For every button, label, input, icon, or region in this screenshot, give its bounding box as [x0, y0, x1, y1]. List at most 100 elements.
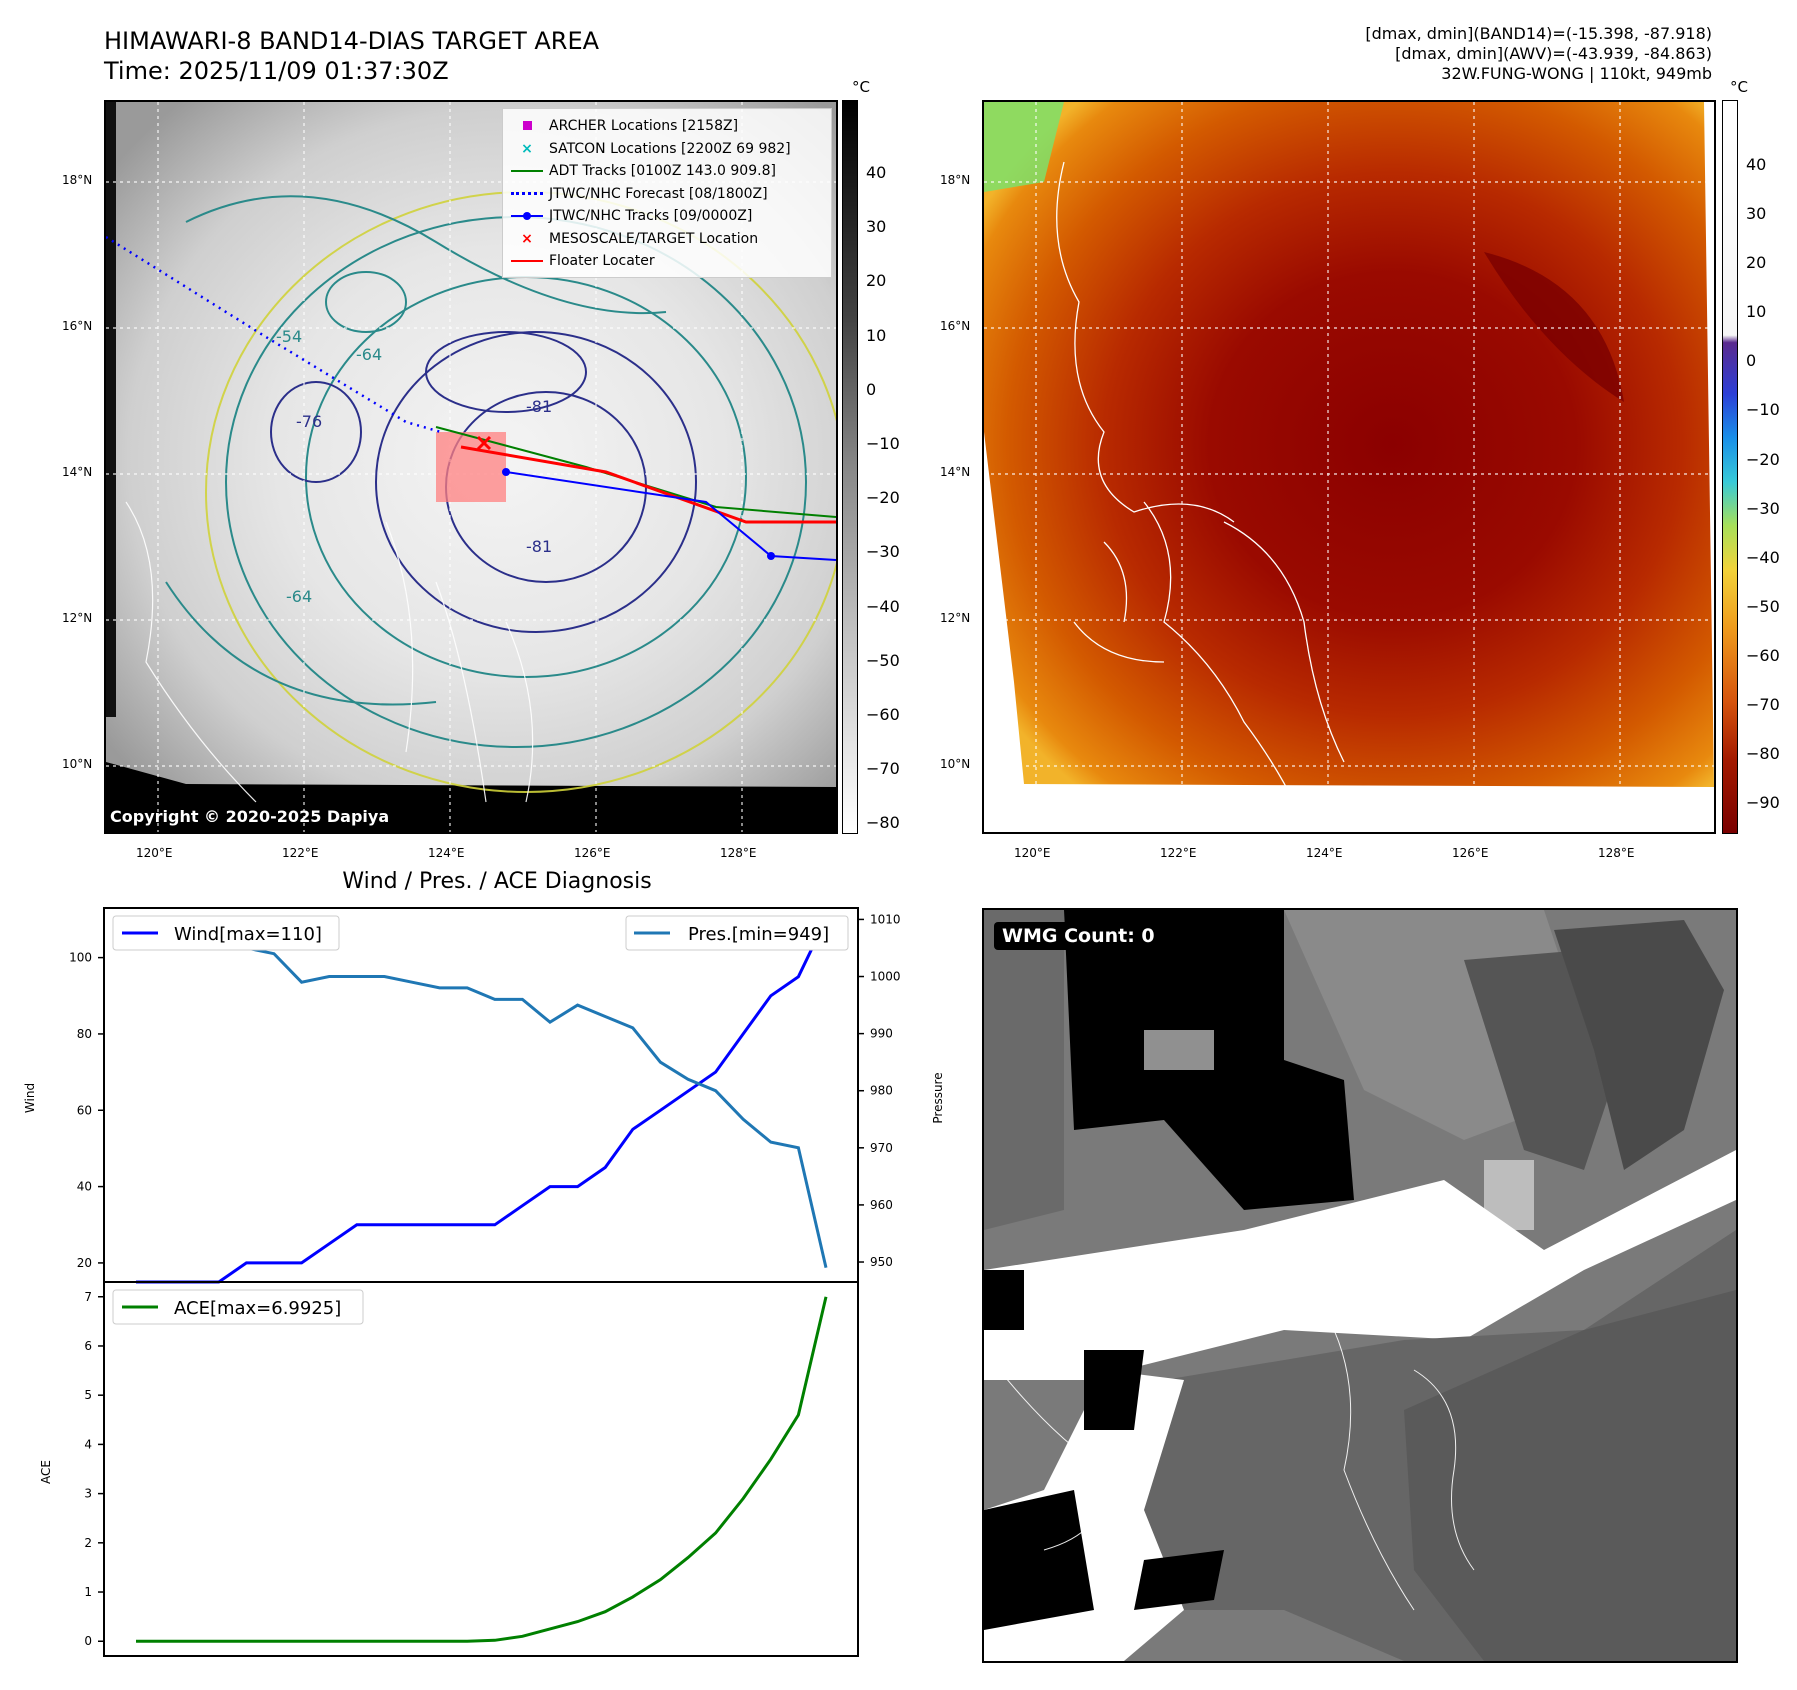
contour-label: -81 [526, 397, 552, 416]
ace-ticks: 0 1 2 3 4 5 6 7 [84, 1290, 104, 1648]
colorbar-tick: −20 [866, 488, 900, 508]
line-marker-icon [511, 170, 543, 173]
colorbar-unit: °C [1730, 78, 1748, 96]
legend-item-mesoscale: × MESOSCALE/TARGET Location [511, 228, 823, 251]
wind-axis-label: Wind [23, 1083, 37, 1113]
legend-item-jtwc-tracks: JTWC/NHC Tracks [09/0000Z] [511, 205, 823, 228]
contour-label: -76 [296, 412, 322, 431]
storm-info: [dmax, dmin](BAND14)=(-15.398, -87.918) … [1365, 24, 1712, 84]
tick-label: 2 [84, 1536, 92, 1550]
pressure-legend: Pres.[min=949] [625, 915, 849, 951]
ace-series-line [136, 1296, 828, 1643]
tick-label: 1010 [870, 912, 901, 926]
colorbar-tick: 0 [866, 379, 877, 399]
colorbar-tick: 20 [866, 271, 887, 291]
tick-label: 6 [84, 1339, 92, 1353]
track-legend: ARCHER Locations [2158Z] × SATCON Locati… [502, 108, 832, 278]
legend-item-archer: ARCHER Locations [2158Z] [511, 115, 823, 138]
lat-label: 16°N [940, 319, 971, 333]
lon-label: 128°E [720, 846, 757, 860]
x-marker-icon: × [521, 230, 533, 247]
grayscale-colorbar [842, 100, 858, 834]
colorbar-tick: −70 [1746, 695, 1780, 715]
wmg-image [984, 910, 1736, 1661]
pressure-legend-label: Pres.[min=949] [688, 924, 829, 945]
tick-label: 4 [84, 1437, 92, 1451]
tick-label: 960 [870, 1198, 893, 1212]
legend-label: ARCHER Locations [2158Z] [549, 118, 739, 135]
lon-label: 128°E [1598, 846, 1635, 860]
colorbar-tick: −40 [1746, 547, 1780, 567]
legend-item-floater: Floater Locater [511, 250, 823, 273]
colorbar-tick: −60 [866, 705, 900, 725]
square-marker-icon [522, 121, 532, 131]
chart-title: Wind / Pres. / ACE Diagnosis [342, 869, 651, 894]
tick-label: 1000 [870, 970, 901, 984]
title-line-2: Time: 2025/11/09 01:37:30Z [104, 57, 449, 85]
legend-item-jtwc-forecast: JTWC/NHC Forecast [08/1800Z] [511, 183, 823, 206]
tick-label: 990 [870, 1027, 893, 1041]
contour-label: -54 [276, 327, 302, 346]
lon-label: 124°E [428, 846, 465, 860]
lon-label: 126°E [1452, 846, 1489, 860]
colorbar-tick: 10 [1746, 302, 1767, 322]
wmg-panel: WMG Count: 0 [982, 908, 1738, 1663]
lon-label: 120°E [136, 846, 173, 860]
ace-axes [103, 1281, 859, 1657]
tick-label: 0 [84, 1634, 92, 1648]
colorbar-tick: 10 [866, 325, 887, 345]
tick-label: 5 [84, 1388, 92, 1402]
ace-axis-label: ACE [39, 1460, 53, 1484]
colorbar-tick: −30 [866, 542, 900, 562]
lon-label: 126°E [574, 846, 611, 860]
ace-legend-label: ACE[max=6.9925] [174, 1298, 341, 1319]
dmax-band14: [dmax, dmin](BAND14)=(-15.398, -87.918) [1365, 24, 1712, 43]
contour-label: -64 [356, 345, 382, 364]
dmax-awv: [dmax, dmin](AWV)=(-43.939, -84.863) [1395, 44, 1712, 63]
legend-label: JTWC/NHC Forecast [08/1800Z] [549, 185, 768, 202]
colorbar-tick: −60 [1746, 645, 1780, 665]
legend-label: JTWC/NHC Tracks [09/0000Z] [549, 208, 753, 225]
lat-label: 18°N [940, 173, 971, 187]
colorbar-tick: −10 [1746, 400, 1780, 420]
wind-legend: Wind[max=110] [112, 915, 340, 951]
colorbar-tick: −50 [1746, 596, 1780, 616]
tick-label: 950 [870, 1255, 893, 1269]
tick-label: 100 [69, 951, 92, 965]
colorbar-right-ticks: 40 30 20 10 0 −10 −20 −30 −40 −50 −60 −7… [1746, 140, 1780, 827]
contour-label: -64 [286, 587, 312, 606]
lat-label: 14°N [62, 465, 93, 479]
colorbar-tick: 20 [1746, 253, 1767, 273]
x-marker-icon: × [521, 140, 533, 157]
storm-summary: 32W.FUNG-WONG | 110kt, 949mb [1441, 64, 1712, 83]
legend-item-adt: ADT Tracks [0100Z 143.0 909.8] [511, 160, 823, 183]
lon-label: 122°E [1160, 846, 1197, 860]
awv-map-panel [982, 100, 1716, 834]
colorbar-tick: 30 [866, 217, 887, 237]
lat-label: 16°N [62, 319, 93, 333]
tick-label: 980 [870, 1084, 893, 1098]
tick-label: 60 [77, 1103, 92, 1117]
lat-label: 10°N [62, 757, 93, 771]
tick-label: 3 [84, 1487, 92, 1501]
tick-label: 20 [77, 1256, 92, 1270]
band14-map-panel: -54 -64 -76 -81 -64 -81 ARCHER Locations… [104, 100, 838, 834]
colorbar-tick: −10 [866, 434, 900, 454]
wind-legend-label: Wind[max=110] [174, 924, 322, 945]
legend-label: SATCON Locations [2200Z 69 982] [549, 140, 791, 157]
awv-colorbar [1722, 100, 1738, 834]
colorbar-unit: °C [852, 78, 870, 96]
colorbar-tick: 30 [1746, 204, 1767, 224]
title-line-1: HIMAWARI-8 BAND14-DIAS TARGET AREA [104, 27, 600, 55]
main-title: HIMAWARI-8 BAND14-DIAS TARGET AREA Time:… [104, 26, 599, 86]
awv-map [984, 102, 1714, 832]
legend-label: MESOSCALE/TARGET Location [549, 230, 759, 247]
wind-ticks: 20 40 60 80 100 [69, 951, 104, 1270]
colorbar-tick: −30 [1746, 498, 1780, 518]
colorbar-tick: −70 [866, 759, 900, 779]
line-marker-icon [511, 260, 543, 263]
colorbar-tick: 40 [1746, 155, 1767, 174]
lat-label: 14°N [940, 465, 971, 479]
colorbar-tick: −90 [1746, 793, 1780, 813]
pressure-series-line [135, 923, 828, 1269]
